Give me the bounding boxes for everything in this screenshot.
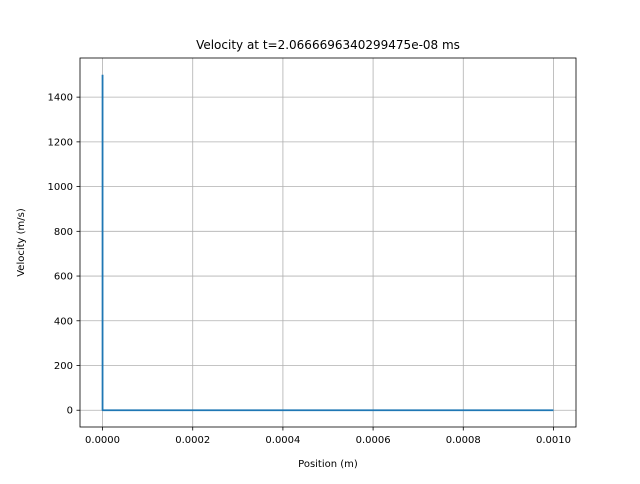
ticks: 0.0000 0.0002 0.0004 0.0006 0.0008 0.0010 0 200…	[48, 93, 571, 446]
x-axis-label: Position (m)	[298, 459, 358, 470]
y-axis-label: Velocity (m/s)	[16, 208, 27, 277]
series-line	[101, 74, 554, 412]
y-tick-label: 1200	[48, 137, 73, 148]
x-tick-label: 0.0010	[536, 435, 571, 446]
plot-frame	[79, 57, 577, 428]
x-tick-label: 0.0000	[85, 435, 120, 446]
x-tick-label: 0.0002	[175, 435, 210, 446]
grid	[80, 58, 576, 427]
series-layer	[101, 74, 554, 412]
x-tick-label: 0.0008	[446, 435, 481, 446]
chart-title: Velocity at t=2.0666696340299475e-08 ms	[196, 38, 460, 52]
y-tick-label: 1000	[48, 182, 73, 193]
y-tick-label: 800	[54, 227, 73, 238]
y-tick-label: 600	[54, 272, 73, 283]
x-tick-label: 0.0006	[356, 435, 391, 446]
y-tick-label: 0	[67, 406, 73, 417]
x-tick-label: 0.0004	[265, 435, 300, 446]
y-tick-label: 400	[54, 316, 73, 327]
y-tick-label: 200	[54, 361, 73, 372]
y-tick-label: 1400	[48, 93, 73, 104]
